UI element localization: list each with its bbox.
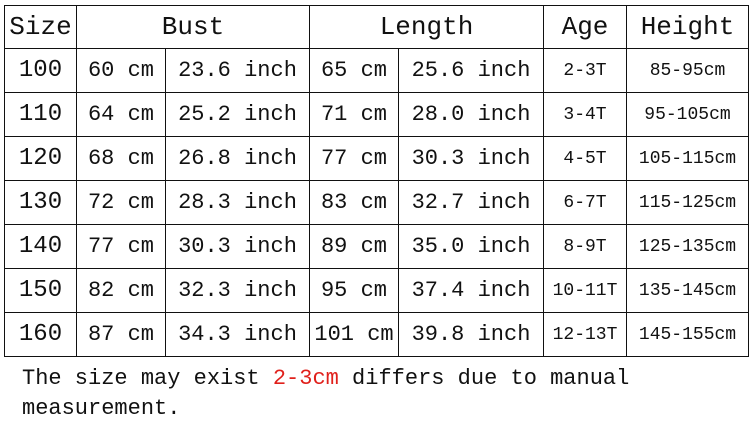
cell-size: 130 xyxy=(4,180,77,225)
header-length: Length xyxy=(309,5,544,49)
cell-age: 10-11T xyxy=(543,268,627,313)
note-highlight: 2-3cm xyxy=(272,366,339,391)
cell-length-in: 25.6 inch xyxy=(398,48,544,93)
cell-size: 120 xyxy=(4,136,77,181)
cell-bust-cm: 87 cm xyxy=(76,312,166,357)
cell-size: 140 xyxy=(4,224,77,269)
cell-bust-in: 30.3 inch xyxy=(165,224,310,269)
header-bust: Bust xyxy=(76,5,310,49)
table-row: 160 87 cm 34.3 inch 101 cm 39.8 inch 12-13T 14… xyxy=(4,312,749,357)
cell-length-in: 39.8 inch xyxy=(398,312,544,357)
table-row: 130 72 cm 28.3 inch 83 cm 32.7 inch 6-7T 115-1… xyxy=(4,180,749,225)
table-row: 120 68 cm 26.8 inch 77 cm 30.3 inch 4-5T 105-1… xyxy=(4,136,749,181)
cell-age: 4-5T xyxy=(543,136,627,181)
cell-bust-cm: 60 cm xyxy=(76,48,166,93)
header-height: Height xyxy=(626,5,749,49)
table-row: 110 64 cm 25.2 inch 71 cm 28.0 inch 3-4T 95-10… xyxy=(4,92,749,137)
cell-length-in: 30.3 inch xyxy=(398,136,544,181)
cell-length-in: 35.0 inch xyxy=(398,224,544,269)
header-age: Age xyxy=(543,5,627,49)
cell-height: 135-145cm xyxy=(626,268,749,313)
cell-length-cm: 89 cm xyxy=(309,224,399,269)
cell-height: 115-125cm xyxy=(626,180,749,225)
cell-height: 85-95cm xyxy=(626,48,749,93)
cell-length-cm: 65 cm xyxy=(309,48,399,93)
cell-height: 105-115cm xyxy=(626,136,749,181)
cell-height: 95-105cm xyxy=(626,92,749,137)
note-text: The size may exist xyxy=(22,366,273,391)
cell-length-cm: 101 cm xyxy=(309,312,399,357)
cell-age: 2-3T xyxy=(543,48,627,93)
cell-size: 100 xyxy=(4,48,77,93)
cell-bust-in: 28.3 inch xyxy=(165,180,310,225)
cell-bust-cm: 82 cm xyxy=(76,268,166,313)
header-size: Size xyxy=(4,5,77,49)
cell-bust-in: 23.6 inch xyxy=(165,48,310,93)
cell-age: 6-7T xyxy=(543,180,627,225)
cell-length-cm: 83 cm xyxy=(309,180,399,225)
cell-bust-in: 32.3 inch xyxy=(165,268,310,313)
cell-bust-in: 25.2 inch xyxy=(165,92,310,137)
cell-bust-cm: 72 cm xyxy=(76,180,166,225)
note-text-end: differs due to manual measurement. xyxy=(22,366,630,421)
table-row: 100 60 cm 23.6 inch 65 cm 25.6 inch 2-3T 85-95… xyxy=(4,48,749,93)
cell-length-in: 37.4 inch xyxy=(398,268,544,313)
cell-height: 145-155cm xyxy=(626,312,749,357)
cell-length-cm: 77 cm xyxy=(309,136,399,181)
cell-length-in: 32.7 inch xyxy=(398,180,544,225)
table-row: 150 82 cm 32.3 inch 95 cm 37.4 inch 10-11T 135… xyxy=(4,268,749,313)
cell-age: 12-13T xyxy=(543,312,627,357)
cell-bust-in: 34.3 inch xyxy=(165,312,310,357)
cell-bust-cm: 68 cm xyxy=(76,136,166,181)
cell-size: 160 xyxy=(4,312,77,357)
size-chart-table: Size Bust Length Age Height 100 60 cm 23.6… xyxy=(4,5,749,357)
cell-bust-cm: 64 cm xyxy=(76,92,166,137)
cell-age: 8-9T xyxy=(543,224,627,269)
cell-length-in: 28.0 inch xyxy=(398,92,544,137)
cell-bust-in: 26.8 inch xyxy=(165,136,310,181)
cell-size: 150 xyxy=(4,268,77,313)
header-row: Size Bust Length Age Height xyxy=(4,5,749,49)
measurement-note: The size may exist 2-3cm differs due to … xyxy=(22,364,742,424)
cell-length-cm: 71 cm xyxy=(309,92,399,137)
cell-bust-cm: 77 cm xyxy=(76,224,166,269)
cell-size: 110 xyxy=(4,92,77,137)
cell-length-cm: 95 cm xyxy=(309,268,399,313)
cell-height: 125-135cm xyxy=(626,224,749,269)
cell-age: 3-4T xyxy=(543,92,627,137)
table-row: 140 77 cm 30.3 inch 89 cm 35.0 inch 8-9T 125-1… xyxy=(4,224,749,269)
